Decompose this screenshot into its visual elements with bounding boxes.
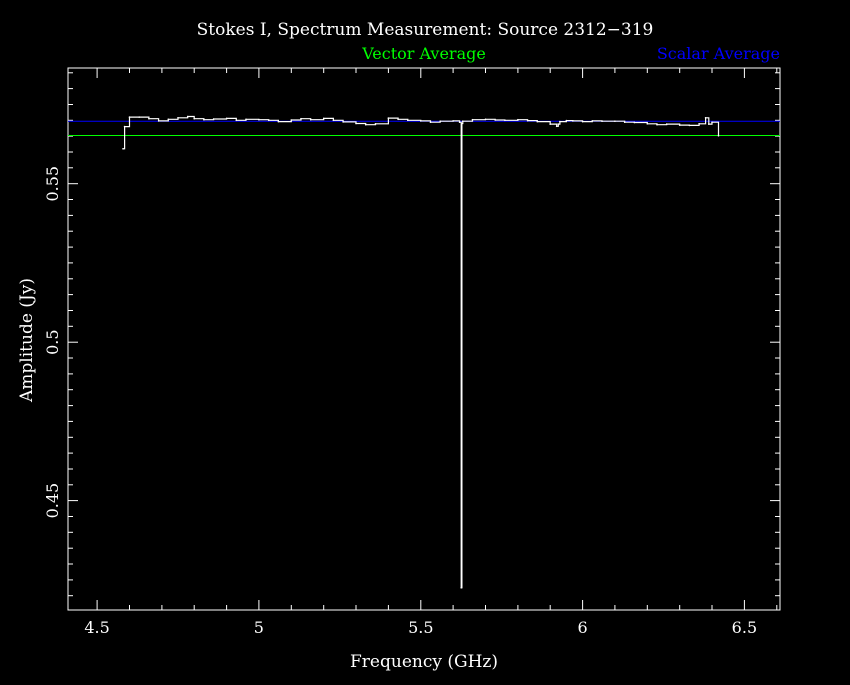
spectrum-point bbox=[678, 124, 681, 126]
spectrum-point bbox=[698, 123, 700, 125]
spectrum-point bbox=[397, 118, 399, 121]
spectrum-point bbox=[572, 120, 574, 122]
spectrum-point bbox=[484, 118, 487, 121]
spectrum-point bbox=[342, 121, 344, 123]
spectrum-point bbox=[614, 120, 616, 122]
spectrum-point bbox=[504, 119, 506, 122]
spectrum-point bbox=[122, 148, 124, 150]
spectrum-point bbox=[245, 118, 247, 121]
spectrum-point bbox=[309, 118, 312, 121]
spectrum-point bbox=[704, 117, 707, 119]
spectrum-point bbox=[708, 123, 710, 125]
x-tick-label: 5 bbox=[254, 618, 264, 637]
spectrum-point bbox=[601, 120, 603, 122]
spectrum-point bbox=[555, 125, 558, 128]
spectrum-point bbox=[300, 117, 302, 120]
y-tick-label: 0.5 bbox=[43, 329, 62, 354]
x-axis-label: Frequency (GHz) bbox=[350, 652, 498, 672]
spectrum-point bbox=[148, 117, 150, 120]
plot-frame bbox=[67, 67, 781, 611]
spectrum-point bbox=[225, 117, 228, 120]
spectrum-series bbox=[122, 115, 720, 589]
spectrum-point bbox=[557, 123, 560, 125]
spectrum-point bbox=[420, 120, 422, 122]
spectrum-point bbox=[407, 119, 409, 122]
spectrum-point bbox=[494, 119, 497, 121]
spectrum-point bbox=[439, 120, 442, 122]
spectrum-point bbox=[258, 118, 260, 121]
spectrum-point bbox=[623, 121, 626, 123]
spectrum-point bbox=[157, 120, 160, 122]
spectrum-point bbox=[462, 120, 464, 122]
spectrum-point bbox=[193, 117, 195, 120]
spectrum-point bbox=[322, 117, 325, 120]
spectrum-point bbox=[591, 120, 594, 122]
spectrum-point bbox=[549, 123, 551, 125]
spectrum-point bbox=[235, 119, 238, 122]
spectrum-point bbox=[277, 120, 280, 123]
spectrum-point bbox=[355, 122, 357, 125]
spectrum-point bbox=[581, 120, 584, 123]
spectrum-point bbox=[123, 125, 126, 128]
spectrum-point bbox=[177, 117, 179, 119]
spectrum-point bbox=[565, 119, 568, 122]
spectrum-point bbox=[186, 115, 189, 118]
spectrum-line bbox=[123, 115, 720, 589]
spectrum-point bbox=[536, 120, 539, 123]
x-tick-label: 6 bbox=[578, 618, 588, 637]
x-tick-label: 4.5 bbox=[84, 618, 109, 637]
spectrum-point bbox=[429, 121, 432, 123]
spectrum-point bbox=[461, 122, 463, 125]
y-tick-label: 0.55 bbox=[43, 166, 62, 202]
axis-tick-labels: 4.5 5 5.5 6 6.5 0.45 0.5 0.55 bbox=[43, 166, 757, 637]
spectrum-point bbox=[460, 587, 463, 589]
spectrum-point bbox=[517, 118, 519, 121]
legend-vector-average: Vector Average bbox=[361, 44, 486, 63]
spectrum-point bbox=[387, 117, 390, 119]
spectrum-point bbox=[656, 123, 658, 126]
spectrum-point bbox=[332, 119, 335, 122]
spectrum-point bbox=[711, 121, 713, 123]
spectrum-point bbox=[290, 119, 293, 121]
spectrum-point bbox=[203, 118, 205, 121]
spectrum-point bbox=[646, 123, 649, 125]
spectrum-point bbox=[471, 118, 474, 121]
spectrum-point bbox=[665, 123, 668, 125]
spectrum-point bbox=[633, 121, 636, 124]
spectrum-point bbox=[458, 121, 461, 123]
spectrum-point bbox=[688, 124, 691, 127]
chart-title: Stokes I, Spectrum Measurement: Source 2… bbox=[197, 20, 654, 40]
spectrum-point bbox=[526, 119, 529, 122]
spectrum-point bbox=[212, 118, 215, 120]
spectrum-point bbox=[374, 123, 377, 125]
x-tick-label: 6.5 bbox=[732, 618, 757, 637]
spectrum-point bbox=[167, 118, 170, 121]
axis-ticks bbox=[68, 68, 780, 610]
spectrum-point bbox=[559, 120, 561, 123]
spectrum-point bbox=[452, 120, 454, 122]
legend-scalar-average: Scalar Average bbox=[657, 44, 780, 63]
spectrum-point bbox=[717, 135, 720, 137]
spectrum-point bbox=[364, 123, 367, 126]
y-tick-label: 0.45 bbox=[43, 483, 62, 519]
average-lines bbox=[68, 120, 780, 136]
spectrum-point bbox=[128, 116, 131, 118]
spectrum-point bbox=[267, 119, 270, 122]
y-axis-label: Amplitude (Jy) bbox=[17, 278, 37, 403]
x-tick-label: 5.5 bbox=[408, 618, 433, 637]
spectrum-point bbox=[138, 116, 140, 118]
